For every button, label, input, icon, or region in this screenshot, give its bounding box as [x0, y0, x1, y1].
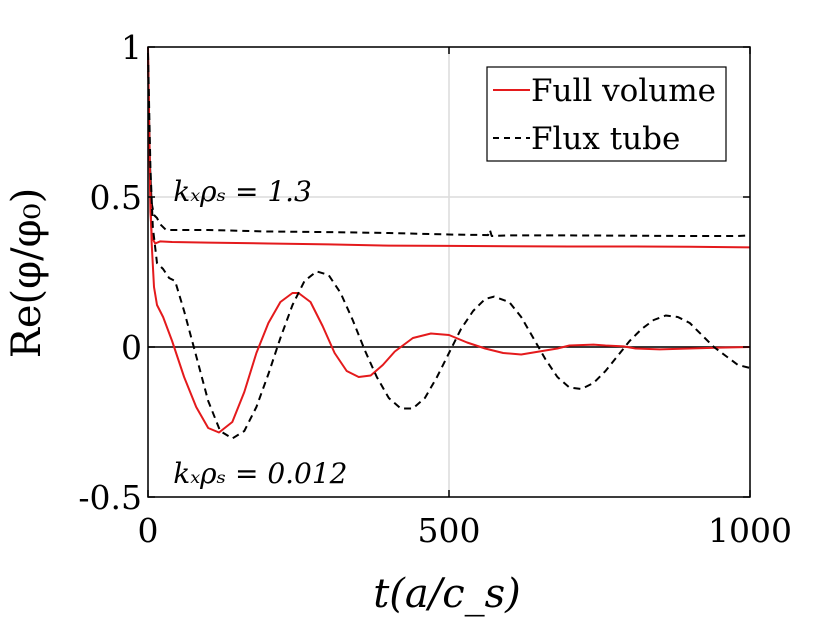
x-axis-label: t(a/c_s): [373, 571, 521, 617]
data-series: [147, 46, 751, 440]
legend-box: [486, 66, 727, 162]
annotation-kx-1-3: kₓρₛ = 1.3: [173, 175, 312, 208]
legend-label-flux-tube: Flux tube: [531, 121, 680, 157]
series-line-full-volume-2: [147, 55, 751, 434]
axis-ticks: 0 500 1000-0.500.51: [78, 28, 792, 550]
y-tick-label-2: 0.5: [90, 178, 142, 217]
y-tick-label-3: 1: [121, 28, 142, 67]
series-line-flux-tube-1: [147, 58, 751, 237]
x-tick-label-1: 500: [418, 511, 481, 550]
series-line-flux-tube-3: [147, 52, 751, 440]
annotation-kx-0-012: kₓρₛ = 0.012: [173, 457, 347, 490]
y-axis-label: Re(φ/φ₀): [4, 188, 50, 359]
x-tick-label-2: 1000: [708, 511, 792, 550]
y-tick-label-1: 0: [121, 328, 142, 367]
y-tick-label-0: -0.5: [78, 478, 142, 517]
legend-label-full-volume: Full volume: [531, 73, 716, 109]
x-tick-label-0: 0: [138, 511, 159, 550]
legend: Full volume Flux tube: [486, 66, 727, 162]
